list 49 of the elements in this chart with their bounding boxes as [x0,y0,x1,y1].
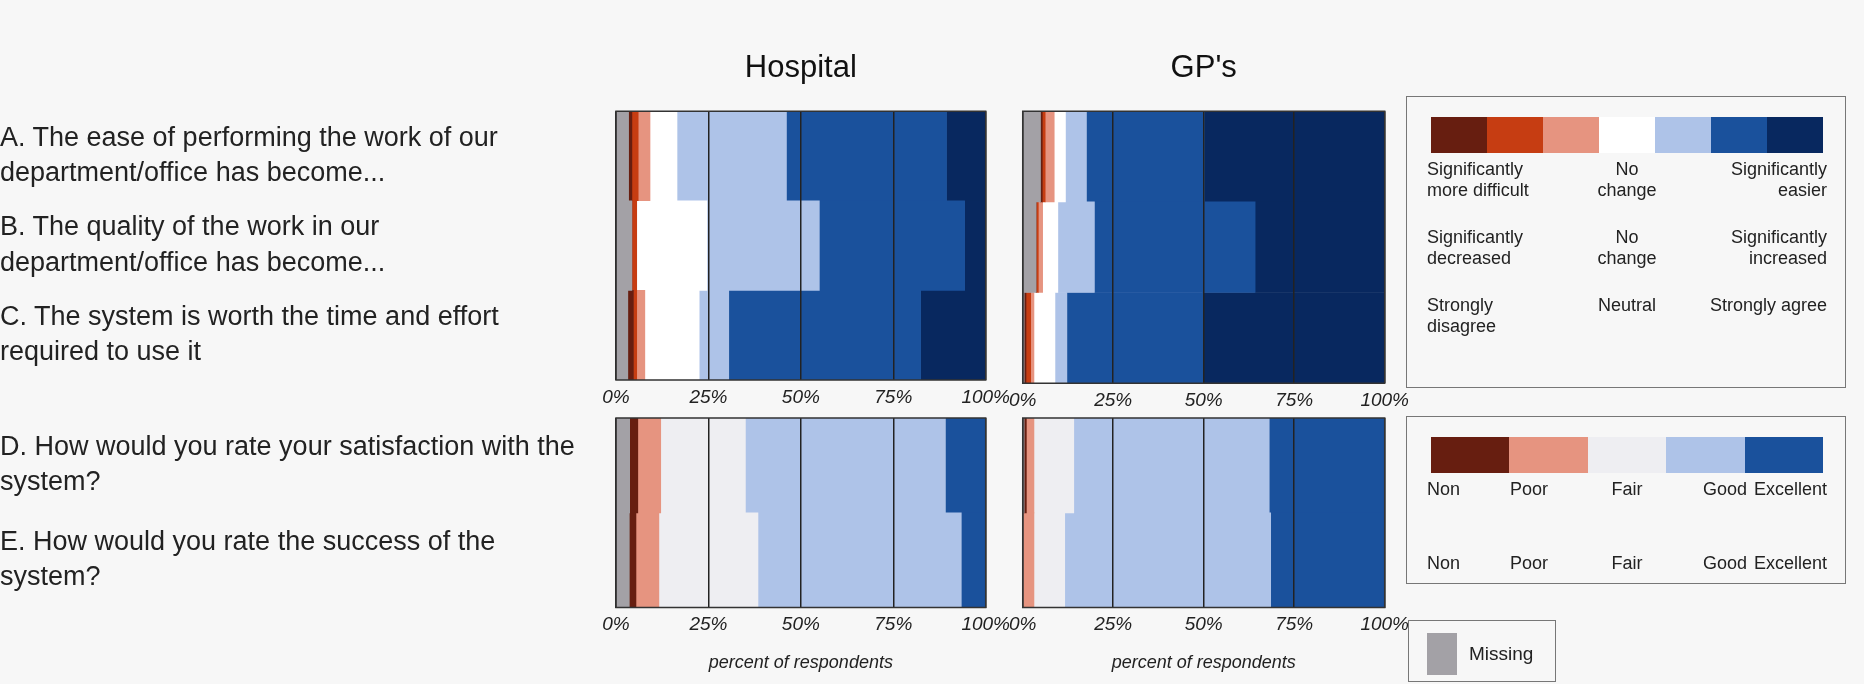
text: Good [1702,553,1748,573]
text: Poor [1508,553,1549,574]
x-tick-label: 50% [1184,388,1223,410]
text: No change [1596,227,1658,269]
x-tick-label: 0% [602,613,630,635]
text: Excellent [1753,479,1827,499]
text: Fair [1610,553,1644,574]
x-tick-label: 25% [688,613,728,635]
x-tick-label: 100% [961,613,1011,635]
text: Neutral [1597,295,1657,316]
x-tick-label: 100% [1360,388,1410,410]
y-tick-label: D. How would you rate your satisfaction with the system? [0,431,575,497]
x-tick-label: 50% [781,385,820,407]
text: Strongly disagree [1427,295,1498,337]
y-tick-label: C. The system is worth the time and effort required to use it [0,301,500,367]
text: Significantly increased [1729,227,1827,269]
x-axis-title: percent of respondents [1110,652,1296,673]
x-tick-label: 0% [1009,613,1037,635]
text: Poor [1508,479,1549,500]
text: Non [1427,553,1462,574]
text: Significantly decreased [1427,227,1525,269]
x-tick-label: 25% [1093,388,1133,410]
y-tick-label: B. The quality of the work in our department/office has become... [0,211,386,277]
x-axis-title: percent of respondents [707,652,893,673]
text: Significantly more difficult [1427,159,1530,201]
x-tick-label: 50% [781,613,820,635]
x-tick-label: 25% [1093,613,1133,635]
x-tick-label: 0% [602,385,630,407]
x-tick-label: 75% [1275,388,1314,410]
x-tick-label: 25% [688,385,728,407]
x-tick-label: 0% [1009,388,1037,410]
y-tick-label: A. The ease of performing the work of our department/office has become... [0,121,498,187]
text: Excellent [1753,553,1827,573]
x-tick-label: 75% [874,385,913,407]
text: Significantly easier [1729,159,1827,201]
legend-label: Missing [1469,643,1534,664]
chart-title: GP's [1170,49,1237,85]
text: Good [1702,479,1748,499]
text: Non [1427,479,1462,500]
chart-title: Hospital [744,49,857,85]
text: No change [1596,159,1658,201]
x-tick-label: 100% [1360,613,1410,635]
y-tick-label: E. How would you rate the success of the system? [0,526,496,592]
x-tick-label: 75% [874,613,913,635]
text: Fair [1610,479,1644,500]
x-tick-label: 50% [1184,613,1223,635]
x-tick-label: 100% [961,385,1011,407]
x-tick-label: 75% [1275,613,1314,635]
text: Strongly agree [1708,295,1827,316]
